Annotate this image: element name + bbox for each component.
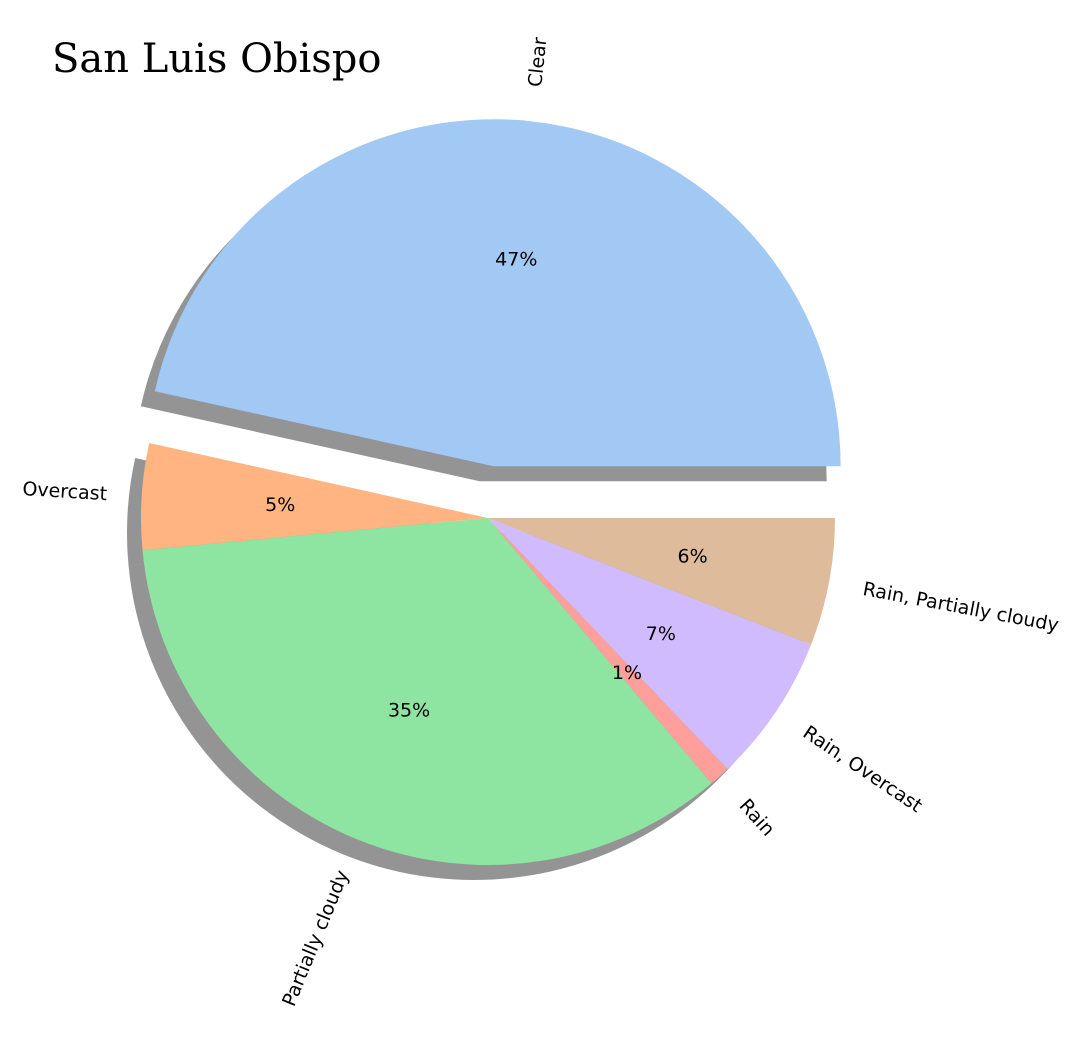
pie-slices [140, 119, 841, 865]
slice-partially-cloudy [142, 518, 712, 865]
slice-rain [488, 518, 728, 784]
slice-overcast [140, 443, 488, 551]
category-label-clear: Clear [524, 36, 551, 88]
category-label-rain: Rain [735, 795, 779, 841]
category-label-overcast: Overcast [22, 478, 108, 505]
percent-labels: 47% 5% 35% 1%7% 6% [265, 248, 708, 721]
percent-label-rain-partially-cloudy: 6% [678, 546, 708, 568]
percent-label-clear: 47% [495, 248, 537, 270]
slice-rain-overcast [488, 518, 812, 770]
category-label-rain-partially-cloudy: Rain, Partially cloudy [861, 578, 1060, 637]
percent-label-partially-cloudy: 35% [388, 700, 430, 722]
percent-label-rain: 1% [612, 662, 642, 684]
category-label-partially-cloudy: Partially cloudy [278, 867, 353, 1009]
chart-title: San Luis Obispo [52, 36, 382, 82]
category-label-rain-overcast: Rain, Overcast [799, 722, 926, 817]
percent-label-rain-overcast: 7% [646, 623, 676, 645]
slice-clear [154, 119, 841, 467]
slice-rain-partially-cloudy [488, 518, 835, 645]
percent-label-overcast: 5% [265, 494, 295, 516]
